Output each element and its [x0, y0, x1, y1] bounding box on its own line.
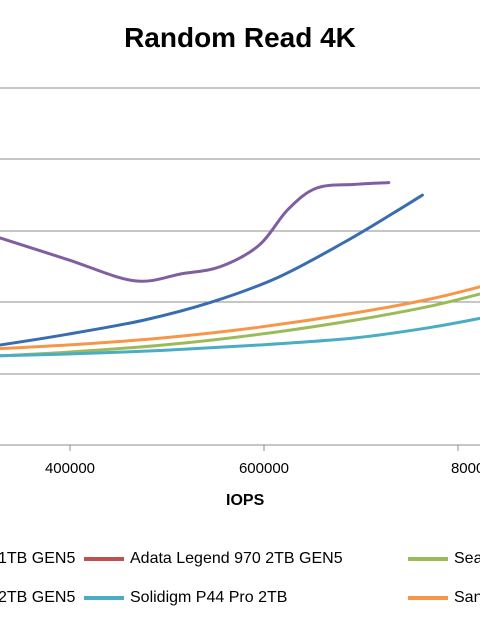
- series-line-4: [0, 316, 480, 358]
- series-line-2: [0, 285, 480, 351]
- legend-label-2: Adata Legend 970 2TB GEN5: [130, 550, 343, 567]
- x-axis-label: IOPS: [226, 492, 265, 509]
- x-tick-400000: 400000: [44, 460, 96, 477]
- legend-label-3: Sea: [454, 550, 480, 567]
- legend-item-3: Sea: [408, 550, 480, 568]
- legend-item-6: San: [408, 589, 480, 607]
- series-line-3: [0, 292, 480, 358]
- legend-item-1: 1TB GEN5: [0, 550, 75, 568]
- legend-label-5: Solidigm P44 Pro 2TB: [130, 589, 288, 606]
- x-tick-800000: 800000: [450, 460, 480, 477]
- legend-swatch-2: [84, 557, 124, 561]
- legend-swatch-5: [84, 596, 124, 600]
- chart-title: Random Read 4K: [124, 22, 356, 53]
- legend-item-5: Solidigm P44 Pro 2TB: [84, 589, 287, 607]
- x-tick-600000: 600000: [238, 460, 290, 477]
- legend-swatch-6: [408, 596, 448, 600]
- legend-item-4: 2TB GEN5: [0, 589, 75, 607]
- legend-swatch-3: [408, 557, 448, 561]
- legend-label-6: San: [454, 589, 480, 606]
- legend-item-2: Adata Legend 970 2TB GEN5: [84, 550, 343, 568]
- series-line-0: [0, 181, 391, 283]
- series-line-1: [0, 193, 424, 347]
- legend-label-1: 1TB GEN5: [0, 550, 76, 567]
- legend-label-4: 2TB GEN5: [0, 589, 76, 606]
